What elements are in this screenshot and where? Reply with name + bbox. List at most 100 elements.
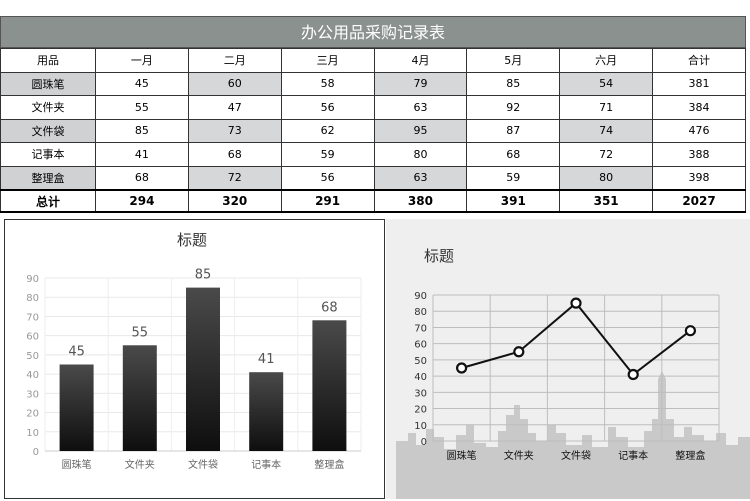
line-chart-svg: 0 10 20 30 40 50 60 70 80 90 圆珠笔 文件夹 文件袋 记事本 整理盒 bbox=[396, 291, 750, 499]
value-cell: 59 bbox=[466, 165, 561, 191]
x-tick-label: 文件袋 bbox=[188, 458, 218, 471]
value-cell: 58 bbox=[280, 71, 375, 96]
value-cell: 60 bbox=[187, 71, 282, 96]
y-tick-label: 90 bbox=[26, 274, 39, 285]
y-tick-label: 50 bbox=[26, 351, 39, 362]
table-row: 文件袋 85 73 62 95 87 74 476 bbox=[0, 118, 746, 143]
y-tick-label: 70 bbox=[26, 312, 39, 323]
header-cell: 二月 bbox=[187, 48, 282, 73]
value-cell: 72 bbox=[187, 165, 282, 191]
total-value-cell: 391 bbox=[466, 189, 561, 213]
x-tick-label: 记事本 bbox=[618, 449, 648, 462]
value-cell: 41 bbox=[95, 142, 189, 167]
total-value-cell: 320 bbox=[187, 189, 282, 213]
data-label: 41 bbox=[258, 352, 275, 367]
x-tick-label: 文件夹 bbox=[125, 458, 155, 471]
total-cell: 384 bbox=[652, 95, 746, 120]
value-cell: 59 bbox=[280, 142, 375, 167]
data-label: 55 bbox=[132, 325, 149, 340]
value-cell: 56 bbox=[280, 165, 375, 191]
bar-chart: 标题 0 10 20 30 40 50 60 70 80 90 45 圆珠笔 55 文件夹 85 文件袋 41 记… bbox=[4, 219, 385, 499]
total-cell: 388 bbox=[652, 142, 746, 167]
total-row: 总计 294 320 291 380 391 351 2027 bbox=[0, 189, 746, 213]
table-row: 记事本 41 68 59 80 68 72 388 bbox=[0, 142, 746, 167]
value-cell: 73 bbox=[187, 118, 282, 143]
line-chart-title: 标题 bbox=[424, 247, 455, 265]
value-cell: 54 bbox=[559, 71, 654, 96]
bar bbox=[312, 320, 347, 451]
y-tick-label: 40 bbox=[26, 370, 39, 381]
header-cell: 合计 bbox=[652, 48, 746, 73]
y-tick-label: 90 bbox=[414, 291, 427, 302]
header-cell: 用品 bbox=[0, 48, 96, 73]
total-value-cell: 380 bbox=[373, 189, 468, 213]
data-label: 45 bbox=[68, 345, 85, 360]
total-label-cell: 总计 bbox=[0, 189, 96, 213]
value-cell: 63 bbox=[373, 165, 468, 191]
bar bbox=[186, 287, 220, 451]
value-cell: 47 bbox=[187, 95, 282, 120]
value-cell: 80 bbox=[559, 165, 654, 191]
value-cell: 68 bbox=[187, 142, 282, 167]
data-label: 85 bbox=[195, 268, 212, 283]
value-cell: 80 bbox=[373, 142, 468, 167]
value-cell: 62 bbox=[280, 118, 375, 143]
bar-chart-title: 标题 bbox=[177, 231, 208, 249]
y-tick-label: 0 bbox=[421, 437, 427, 448]
series-line bbox=[461, 301, 692, 376]
total-cell: 398 bbox=[652, 165, 746, 191]
bar-chart-svg: 0 10 20 30 40 50 60 70 80 90 45 圆珠笔 55 文件夹 85 文件袋 41 记事本 6… bbox=[26, 268, 362, 471]
value-cell: 79 bbox=[373, 71, 468, 96]
header-cell: 5月 bbox=[466, 48, 561, 73]
y-tick-label: 30 bbox=[414, 388, 427, 399]
header-row: 用品 一月 二月 三月 4月 5月 六月 合计 bbox=[0, 48, 746, 73]
value-cell: 85 bbox=[95, 118, 189, 143]
y-tick-label: 30 bbox=[26, 389, 39, 400]
value-cell: 55 bbox=[95, 95, 189, 120]
data-point bbox=[455, 362, 468, 374]
value-cell: 68 bbox=[95, 165, 189, 191]
x-tick-label: 整理盒 bbox=[675, 449, 705, 462]
data-point bbox=[513, 346, 525, 358]
y-tick-label: 40 bbox=[414, 372, 427, 383]
total-value-cell: 294 bbox=[95, 189, 189, 213]
table-row: 整理盒 68 72 56 63 59 80 398 bbox=[0, 165, 746, 191]
x-tick-label: 记事本 bbox=[251, 458, 281, 471]
total-value-cell: 291 bbox=[280, 189, 375, 213]
bar bbox=[249, 372, 284, 451]
y-tick-label: 20 bbox=[414, 405, 427, 416]
y-tick-label: 60 bbox=[414, 340, 427, 351]
value-cell: 68 bbox=[466, 142, 561, 167]
value-cell: 71 bbox=[559, 95, 654, 120]
header-cell: 一月 bbox=[95, 48, 189, 73]
total-value-cell: 351 bbox=[559, 189, 654, 213]
value-cell: 63 bbox=[373, 95, 468, 120]
y-tick-label: 50 bbox=[414, 356, 427, 367]
value-cell: 45 bbox=[95, 71, 189, 96]
x-tick-label: 文件夹 bbox=[504, 449, 534, 462]
bar bbox=[122, 345, 157, 451]
x-tick-label: 整理盒 bbox=[314, 458, 344, 471]
header-cell: 4月 bbox=[373, 48, 468, 73]
grand-total-cell: 2027 bbox=[652, 189, 746, 213]
table-title: 办公用品采购记录表 bbox=[0, 16, 746, 48]
value-cell: 56 bbox=[280, 95, 375, 120]
line-chart: 标题 0 10 20 30 40 50 60 70 80 90 圆珠笔 文件夹 文件袋 记事本 整理盒 bbox=[386, 219, 750, 499]
item-name-cell: 整理盒 bbox=[0, 165, 96, 191]
item-name-cell: 文件夹 bbox=[0, 95, 96, 120]
value-cell: 87 bbox=[466, 118, 561, 143]
data-point bbox=[684, 325, 696, 337]
value-cell: 74 bbox=[559, 118, 654, 143]
value-cell: 95 bbox=[373, 118, 468, 143]
total-cell: 381 bbox=[652, 71, 746, 96]
x-tick-label: 圆珠笔 bbox=[447, 449, 477, 462]
value-cell: 72 bbox=[559, 142, 654, 167]
y-tick-label: 10 bbox=[414, 421, 427, 432]
item-name-cell: 记事本 bbox=[0, 142, 96, 167]
y-tick-label: 80 bbox=[26, 293, 39, 304]
table-row: 圆珠笔 45 60 58 79 85 54 381 bbox=[0, 71, 746, 96]
value-cell: 92 bbox=[466, 95, 561, 120]
y-tick-label: 10 bbox=[26, 428, 39, 439]
y-tick-label: 70 bbox=[414, 323, 427, 334]
y-tick-label: 20 bbox=[26, 409, 39, 420]
